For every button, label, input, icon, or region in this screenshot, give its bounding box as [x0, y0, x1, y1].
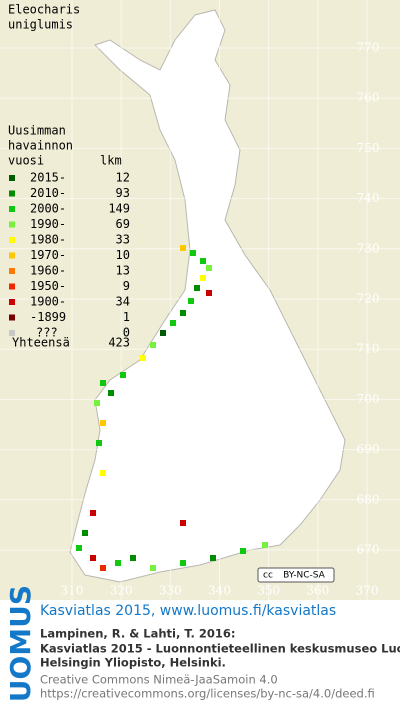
grid-label: 710 — [357, 342, 380, 356]
grid-label: 730 — [357, 241, 380, 255]
grid-label: 350 — [257, 584, 280, 598]
logo: LUOMUS — [4, 585, 37, 702]
legend-label: ??? — [36, 326, 58, 340]
legend-count: 12 — [116, 171, 130, 185]
species-name: uniglumis — [8, 18, 73, 32]
license: Creative Commons Nimeä-JaaSamoin 4.0 — [40, 673, 278, 687]
legend-label: 1980- — [30, 233, 66, 247]
legend-count: 93 — [116, 186, 130, 200]
legend-label: 2000- — [30, 202, 66, 216]
legend-total: 423 — [108, 336, 130, 350]
legend-count: 10 — [116, 248, 130, 262]
legend-label: 1900- — [30, 295, 66, 309]
legend-label: 1970- — [30, 248, 66, 262]
legend-swatch — [9, 299, 15, 305]
grid-label: 700 — [357, 392, 380, 406]
legend-count: 9 — [123, 279, 130, 293]
legend-label: 1950- — [30, 279, 66, 293]
legend-header: Uusimman — [8, 124, 66, 138]
legend-count: 69 — [116, 217, 130, 231]
legend-count-header: lkm — [100, 154, 122, 168]
cc-badge: cc BY-NC-SA — [257, 567, 335, 583]
occurrence-squares — [76, 245, 268, 571]
grid-label: 370 — [356, 584, 379, 598]
legend-swatch — [9, 206, 15, 212]
grid-label: 680 — [357, 492, 380, 506]
legend-label: 2015- — [30, 171, 66, 185]
legend-swatch — [9, 237, 15, 243]
legend-label: -1899 — [30, 310, 66, 324]
legend-count: 33 — [116, 233, 130, 247]
headline: Kasviatlas 2015, www.luomus.fi/kasviatla… — [40, 603, 336, 619]
legend-count: 0 — [123, 326, 130, 340]
grid-label: 320 — [110, 584, 133, 598]
license: https://creativecommons.org/licenses/by-… — [40, 687, 375, 701]
cc-logo: cc — [263, 571, 273, 581]
citation: Lampinen, R. & Lahti, T. 2016: — [40, 627, 235, 641]
citation: Kasviatlas 2015 - Luonnontieteellinen ke… — [40, 642, 400, 656]
legend-total-label: Yhteensä — [12, 336, 70, 350]
grid-label: 360 — [306, 584, 329, 598]
legend-count: 13 — [116, 264, 130, 278]
grid-label: 770 — [357, 41, 380, 55]
cc-label: BY-NC-SA — [283, 571, 326, 581]
legend-label: 2010- — [30, 186, 66, 200]
legend-swatch — [9, 330, 15, 336]
grid-label: 750 — [357, 141, 380, 155]
grid-label: 760 — [357, 91, 380, 105]
grid-label: 690 — [357, 442, 380, 456]
legend-swatch — [9, 314, 15, 321]
species-name: Eleocharis — [8, 3, 80, 17]
legend-swatch — [9, 252, 15, 259]
grid-label: 310 — [61, 584, 84, 598]
legend-label: 1990- — [30, 217, 66, 231]
legend-label: 1960- — [30, 264, 66, 278]
legend-count: 34 — [116, 295, 130, 309]
legend-count: 1 — [123, 310, 130, 324]
legend-header: havainnon — [8, 139, 73, 153]
grid-label: 340 — [208, 584, 231, 598]
grid-label: 740 — [357, 191, 380, 205]
grid-label: 720 — [357, 292, 380, 306]
grid-label: 330 — [159, 584, 182, 598]
grid-label: 670 — [357, 543, 380, 557]
legend-swatch — [9, 175, 15, 181]
citation: Helsingin Yliopisto, Helsinki. — [40, 656, 226, 670]
legend-header: vuosi — [8, 154, 44, 168]
legend-swatch — [9, 221, 15, 228]
legend-swatch — [9, 283, 15, 290]
legend-swatch — [9, 268, 15, 274]
legend-count: 149 — [108, 202, 130, 216]
legend-swatch — [9, 190, 15, 197]
